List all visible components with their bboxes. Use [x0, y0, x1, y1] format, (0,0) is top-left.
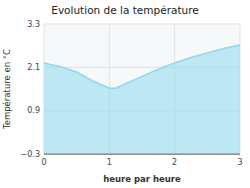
title: Evolution de la température — [51, 4, 198, 16]
chart-svg: −0.3 0.9 2.1 3.3 0 1 2 3 Evolution de la tempéra… — [0, 0, 250, 188]
y-grid-line — [44, 24, 240, 25]
area — [44, 45, 240, 154]
background — [0, 0, 250, 188]
data-layer — [44, 45, 240, 154]
x-tick-label: 2 — [172, 158, 177, 167]
x-tick-label: 3 — [237, 158, 242, 167]
y-tick-label: 2.1 — [27, 63, 40, 72]
grid — [44, 24, 240, 154]
y-axis-label: Température en °C — [2, 49, 12, 130]
y-tick-label: 3.3 — [27, 20, 40, 29]
chart-container: −0.3 0.9 2.1 3.3 0 1 2 3 Evolution de la tempéra… — [0, 0, 250, 188]
x-tick-label: 0 — [41, 158, 46, 167]
y-tick-label: 0.9 — [27, 106, 40, 115]
x-tick-label: 1 — [107, 158, 112, 167]
y-tick-label: −0.3 — [21, 150, 40, 159]
axes: −0.3 0.9 2.1 3.3 0 1 2 3 — [21, 20, 243, 168]
x-axis-label: heure par heure — [103, 174, 181, 184]
line — [44, 45, 240, 88]
plot-background — [44, 24, 240, 154]
